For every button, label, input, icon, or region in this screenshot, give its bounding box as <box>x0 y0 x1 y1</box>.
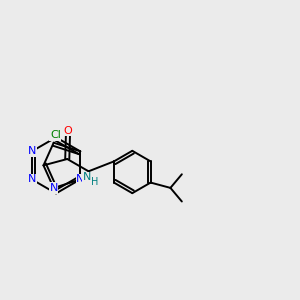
Text: N: N <box>28 174 36 184</box>
Text: N: N <box>50 183 58 193</box>
Text: Cl: Cl <box>50 130 61 140</box>
Text: N: N <box>83 172 91 182</box>
Text: H: H <box>91 177 98 187</box>
Text: N: N <box>76 174 85 184</box>
Text: N: N <box>28 146 36 156</box>
Text: O: O <box>64 126 72 136</box>
